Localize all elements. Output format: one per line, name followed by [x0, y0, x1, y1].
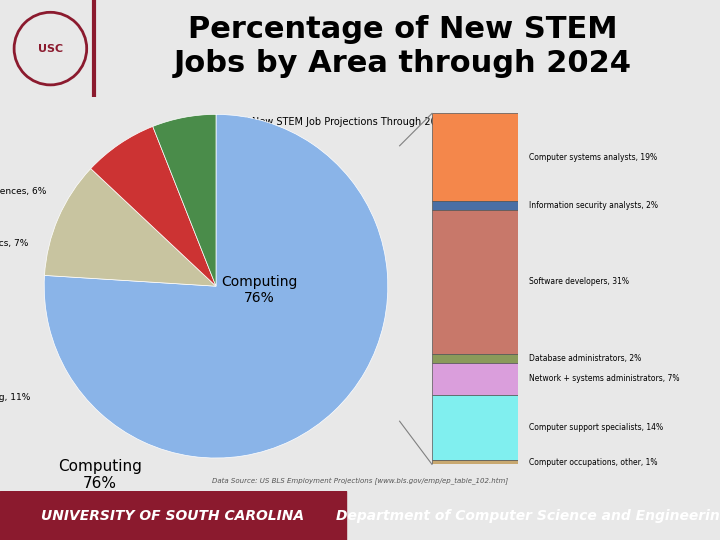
Text: Database administrators, 2%: Database administrators, 2% [529, 354, 642, 363]
Text: Computing
76%: Computing 76% [58, 459, 142, 491]
Text: Engineering, 11%: Engineering, 11% [0, 393, 30, 402]
Wedge shape [45, 168, 216, 286]
Bar [0, 491, 346, 540]
Wedge shape [91, 126, 216, 286]
Text: Information security analysts, 2%: Information security analysts, 2% [529, 201, 658, 210]
Wedge shape [44, 114, 388, 458]
Text: US-BLS New STEM Job Projections Through 2024 By STEM %: US-BLS New STEM Job Projections Through … [214, 117, 506, 127]
Text: Computer support specialists, 14%: Computer support specialists, 14% [529, 423, 663, 432]
Text: Computer systems analysts, 19%: Computer systems analysts, 19% [529, 153, 657, 162]
Text: Computing
76%: Computing 76% [221, 274, 297, 305]
Bar [432, 113, 518, 201]
Wedge shape [153, 114, 216, 286]
Bar [432, 363, 518, 395]
Text: UNIVERSITY OF SOUTH CAROLINA: UNIVERSITY OF SOUTH CAROLINA [41, 509, 305, 523]
Text: Data Source: US BLS Employment Projections [www.bls.gov/emp/ep_table_102.htm]: Data Source: US BLS Employment Projectio… [212, 477, 508, 483]
Text: Department of Computer Science and Engineering: Department of Computer Science and Engin… [336, 509, 720, 523]
Text: Computer occupations, other, 1%: Computer occupations, other, 1% [529, 457, 658, 467]
Text: Software developers, 31%: Software developers, 31% [529, 278, 629, 287]
Bar [432, 354, 518, 363]
Bar [432, 211, 518, 354]
Bar [432, 460, 518, 464]
Text: USC: USC [38, 44, 63, 53]
Bar [432, 201, 518, 211]
Text: Mathematics, 7%: Mathematics, 7% [0, 239, 28, 248]
Bar [432, 395, 518, 460]
Text: Natural Sciences, 6%: Natural Sciences, 6% [0, 187, 46, 196]
Text: Percentage of New STEM
Jobs by Area through 2024: Percentage of New STEM Jobs by Area thro… [174, 15, 632, 78]
Text: Network + systems administrators, 7%: Network + systems administrators, 7% [529, 374, 680, 383]
